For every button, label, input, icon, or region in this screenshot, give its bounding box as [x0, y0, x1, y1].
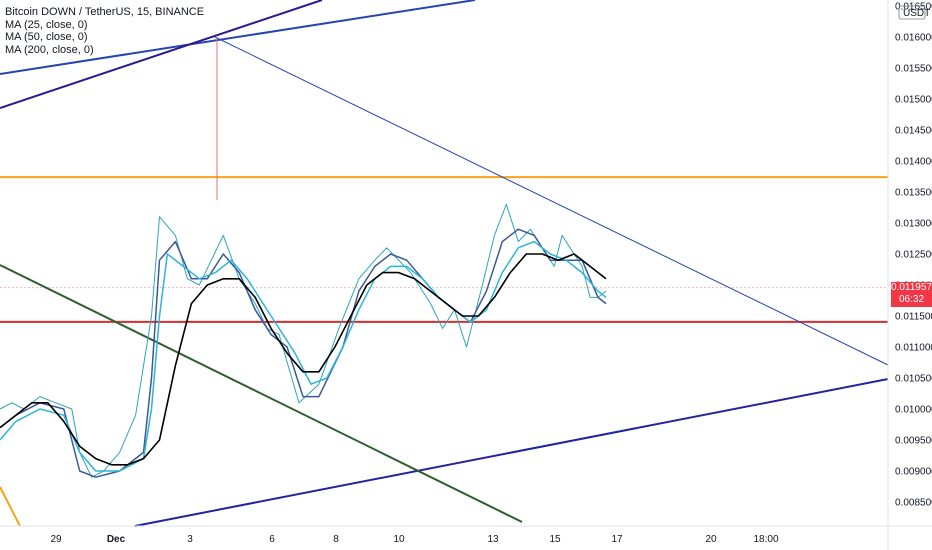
- ma50-line: [0, 240, 607, 472]
- trend-upper-blue: [0, 0, 476, 75]
- x-tick-label: 29: [50, 534, 62, 545]
- x-tick-label: 3: [187, 534, 193, 545]
- x-tick-label: 6: [269, 534, 275, 545]
- x-tick-label: 15: [549, 534, 561, 545]
- y-tick-label: 0.011500: [895, 312, 932, 323]
- ma200-line: [0, 253, 607, 466]
- trend-lines: [0, 0, 889, 527]
- currency-badge: [898, 5, 926, 20]
- x-tick-label: 17: [611, 534, 623, 545]
- x-tick-label: 20: [705, 534, 717, 545]
- trend-orange-corner: [0, 486, 21, 527]
- chart-title: Bitcoin DOWN / TetherUS, 15, BINANCE: [5, 6, 205, 18]
- y-tick-label: 0.011000: [895, 343, 932, 354]
- legend-ma200[interactable]: MA (200, close, 0): [5, 43, 94, 56]
- legend: Bitcoin DOWN / TetherUS, 15, BINANCE MA …: [5, 6, 204, 56]
- horizontal-lines: [0, 176, 888, 323]
- legend-ma25[interactable]: MA (25, close, 0): [5, 18, 88, 31]
- ma25-line: [0, 228, 607, 478]
- trend-descending-green: [0, 264, 523, 523]
- last-price-countdown: 06:32: [898, 294, 925, 305]
- last-price-value: 0.011957: [891, 282, 932, 293]
- series-layer: [0, 203, 607, 478]
- currency-label: USDT: [903, 8, 930, 19]
- x-tick-label: 10: [393, 534, 405, 545]
- last-price-box: 0.011957 06:32: [891, 282, 932, 307]
- legend-ma50[interactable]: MA (50, close, 0): [5, 31, 88, 43]
- x-tick-label: 18:00: [753, 534, 778, 545]
- x-tick-label: 8: [333, 534, 339, 545]
- y-tick-label: 0.008500: [895, 498, 932, 509]
- trend-upper-purple: [0, 0, 323, 109]
- x-tick-label: Dec: [107, 534, 126, 545]
- trend-descending-blue: [214, 36, 889, 366]
- x-axis: 29 Dec 3 6 8 10 13 15 17 20 18:00: [0, 525, 932, 545]
- trend-ascending-navy: [134, 378, 889, 527]
- x-tick-label: 13: [487, 534, 499, 545]
